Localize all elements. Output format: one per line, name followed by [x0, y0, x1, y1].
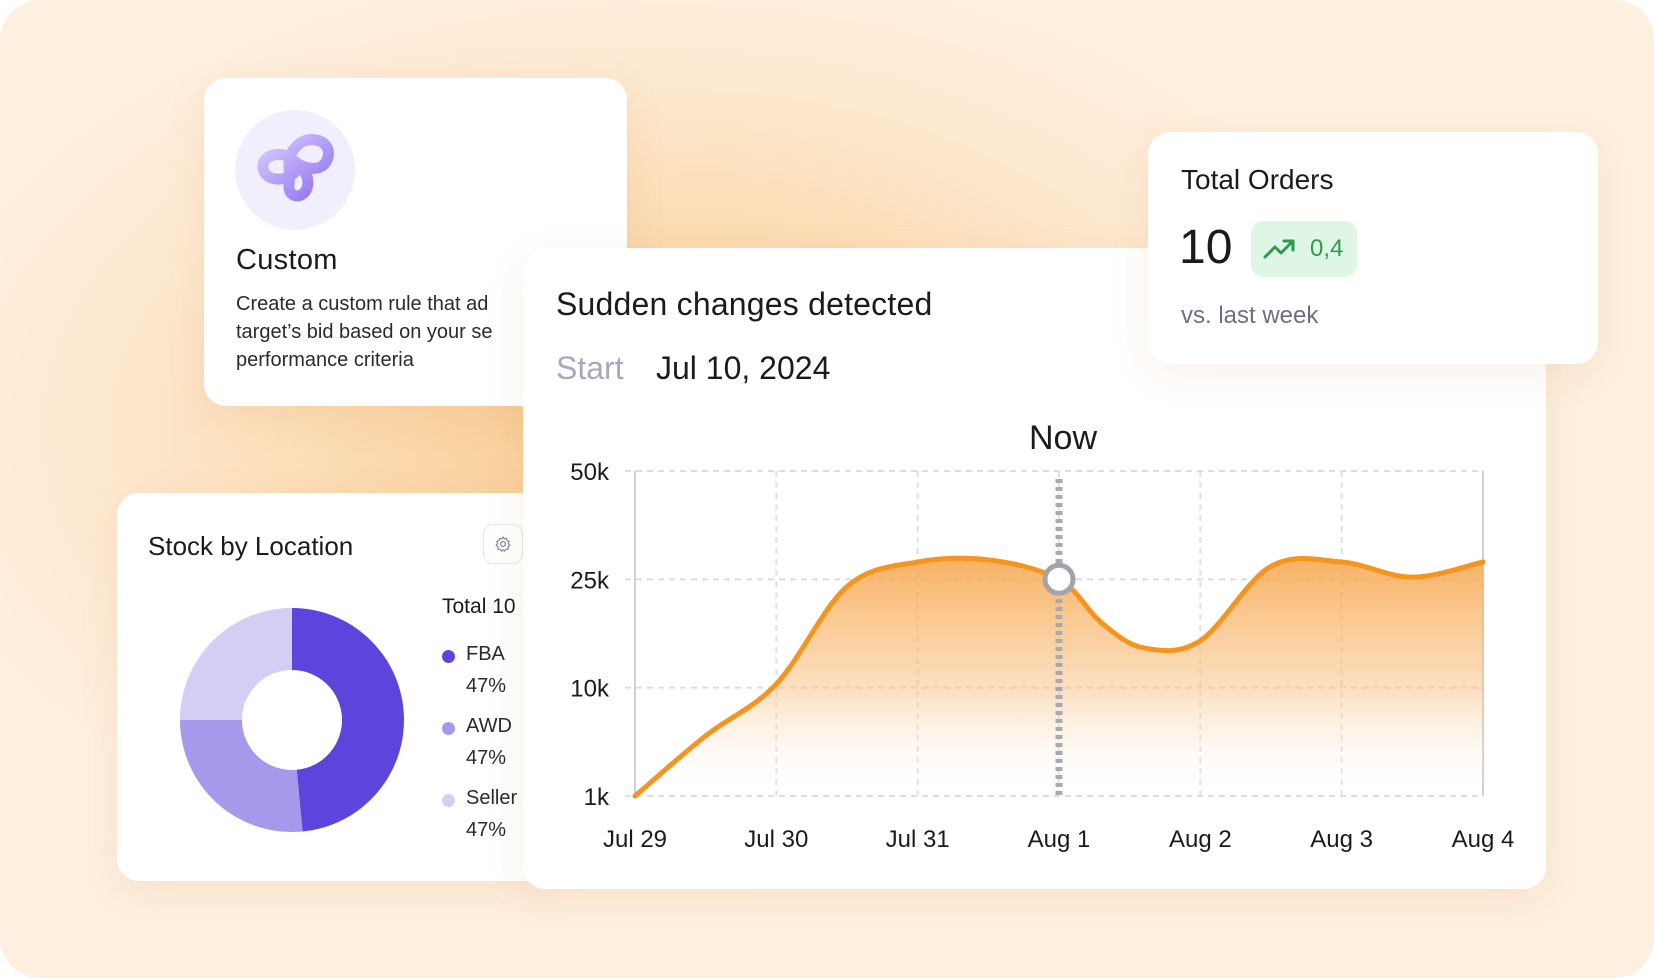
stock-total-label: Total 10 [442, 595, 516, 618]
now-marker-dot[interactable] [1042, 562, 1076, 596]
gear-icon [495, 536, 511, 552]
legend-name: FBA [466, 643, 505, 665]
x-tick-label: Jul 29 [603, 826, 667, 853]
legend-percent: 47% [466, 819, 507, 841]
y-tick-label: 50k [570, 459, 610, 486]
orders-change-badge: 0,4 [1251, 221, 1357, 277]
now-marker-label: Now [1029, 419, 1097, 457]
area-fill [635, 558, 1483, 796]
y-tick-label: 10k [570, 676, 610, 703]
x-tick-label: Aug 1 [1028, 826, 1091, 853]
stock-by-location-card: Stock by Location Total 10 FBA 47% AWD 4… [117, 493, 557, 881]
start-label: Start [556, 350, 624, 386]
donut-slice-fba [292, 608, 405, 832]
custom-description-line: Create a custom rule that ad [236, 293, 489, 315]
x-tick-label: Aug 3 [1310, 826, 1373, 853]
custom-rule-card[interactable]: Custom Create a custom rule that ad targ… [204, 78, 627, 406]
area-chart: Now 1k 10k 25k 50k Jul 29 Jul 30 Jul 31 Aug 1 Au… [570, 419, 1515, 853]
orders-value: 10 [1179, 221, 1233, 274]
legend-percent: 47% [466, 747, 507, 769]
y-tick-label: 25k [570, 567, 610, 594]
total-orders-card: Total Orders 10 0,4 vs. last week [1148, 132, 1598, 364]
orders-subtitle: vs. last week [1181, 302, 1319, 329]
start-date: Jul 10, 2024 [656, 350, 831, 386]
custom-title: Custom [236, 244, 338, 276]
custom-description-line: target’s bid based on your se [236, 321, 493, 343]
x-tick-label: Aug 4 [1452, 826, 1515, 853]
legend-dot [442, 794, 455, 807]
y-tick-label: 1k [584, 784, 610, 811]
legend-percent: 47% [466, 675, 507, 697]
x-tick-label: Jul 30 [744, 826, 808, 853]
x-tick-label: Jul 31 [886, 826, 950, 853]
legend-name: AWD [466, 715, 512, 737]
x-tick-label: Aug 2 [1169, 826, 1232, 853]
legend-dot [442, 650, 455, 663]
stock-title: Stock by Location [148, 531, 354, 561]
trending-up-icon [1263, 239, 1295, 259]
knot-icon [235, 110, 355, 230]
custom-description-line: performance criteria [236, 349, 414, 371]
settings-button[interactable] [483, 524, 523, 564]
custom-description: Create a custom rule that ad target’s bi… [236, 290, 616, 374]
donut-slice-seller [180, 608, 292, 720]
orders-change-value: 0,4 [1310, 235, 1344, 262]
legend-dot [442, 722, 455, 735]
stock-donut-chart [180, 608, 405, 832]
donut-slice-awd [180, 720, 303, 832]
orders-title: Total Orders [1181, 164, 1334, 195]
chart-title: Sudden changes detected [556, 286, 933, 322]
legend-name: Seller [466, 787, 518, 809]
